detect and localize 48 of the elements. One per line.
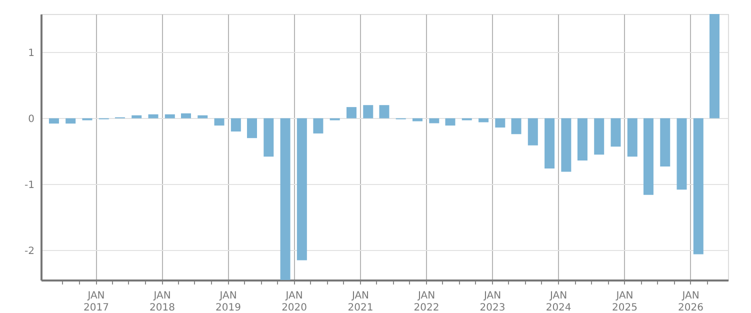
bar — [710, 14, 720, 118]
bar — [148, 114, 158, 118]
bar — [379, 105, 390, 118]
bar — [363, 105, 374, 118]
x-tick-label: JAN 2018 — [150, 290, 175, 313]
bar — [528, 118, 538, 146]
x-tick-label: JAN 2025 — [612, 290, 638, 313]
bar — [180, 113, 191, 118]
bar — [445, 118, 456, 126]
x-tick-label: JAN 2020 — [282, 290, 308, 313]
y-tick-label: 1 — [28, 48, 34, 59]
bar — [643, 118, 654, 195]
bar — [247, 118, 258, 138]
x-tick-label: JAN 2021 — [348, 290, 374, 313]
bar — [296, 118, 307, 260]
bar — [313, 118, 324, 134]
x-tick-label: JAN 2017 — [84, 290, 109, 313]
x-tick-label: JAN 2024 — [546, 290, 572, 313]
bar — [230, 118, 241, 132]
bar — [577, 118, 588, 161]
y-tick-label: -2 — [24, 246, 34, 257]
bar — [561, 118, 572, 172]
bar — [346, 107, 356, 118]
x-tick-label: JAN 2023 — [480, 290, 506, 313]
y-tick-label: 0 — [28, 114, 34, 125]
bar — [412, 118, 423, 122]
bar — [594, 118, 604, 155]
bar — [66, 118, 76, 124]
bar — [693, 118, 704, 254]
bar — [214, 118, 224, 126]
bar — [676, 118, 687, 190]
x-tick-label: JAN 2022 — [414, 290, 440, 313]
bar — [544, 118, 555, 168]
bar — [495, 118, 506, 128]
bar — [264, 118, 274, 157]
x-tick-label: JAN 2019 — [216, 290, 241, 313]
x-tick-label: JAN 2026 — [678, 290, 704, 313]
bar — [429, 118, 440, 124]
bar — [164, 114, 175, 118]
bar — [48, 118, 59, 124]
bar — [198, 115, 208, 118]
bar — [132, 115, 142, 118]
bar — [627, 118, 638, 157]
y-tick-label: -1 — [24, 180, 34, 191]
bar — [610, 118, 621, 147]
bar — [660, 118, 670, 166]
bar — [280, 118, 290, 280]
bar — [511, 118, 522, 134]
